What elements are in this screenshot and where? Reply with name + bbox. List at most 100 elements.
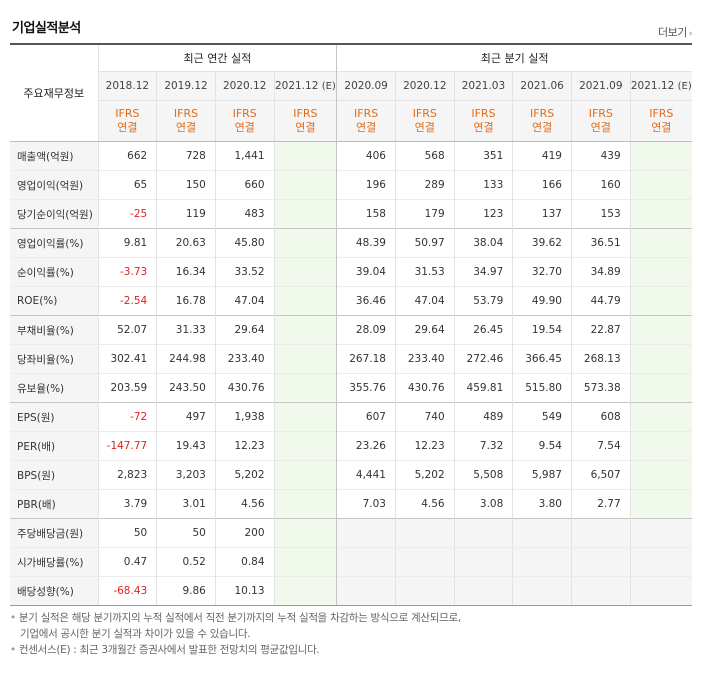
table-cell: 23.26 xyxy=(336,431,396,461)
table-cell xyxy=(273,228,337,258)
table-cell: 39.62 xyxy=(512,228,572,258)
table-cell: 4.56 xyxy=(394,489,455,519)
estimate-mark: (E) xyxy=(677,81,692,92)
table-cell: 608 xyxy=(570,402,631,432)
table-cell xyxy=(273,518,337,548)
table-row: EPS(원) -72 497 1,938 607 740 489 549 608 xyxy=(10,402,692,432)
table-cell xyxy=(394,547,455,577)
row-label: 배당성향(%) xyxy=(10,576,99,606)
table-cell: 459.81 xyxy=(453,373,513,403)
table-cell xyxy=(336,518,396,548)
table-cell xyxy=(512,518,572,548)
ifrs-header: IFRS 연결 xyxy=(512,100,572,142)
table-cell: 7.54 xyxy=(570,431,631,461)
table-cell: 3.80 xyxy=(512,489,572,519)
table-cell xyxy=(273,315,337,345)
ifrs-header: IFRS 연결 xyxy=(570,100,631,142)
table-cell: 351 xyxy=(453,141,513,171)
table-cell: 568 xyxy=(394,141,455,171)
table-cell xyxy=(629,547,692,577)
table-cell: -3.73 xyxy=(97,257,157,287)
table-cell: 19.54 xyxy=(512,315,572,345)
period-header: 2018.12 xyxy=(97,71,157,101)
table-cell: 0.84 xyxy=(214,547,275,577)
table-cell: 160 xyxy=(570,170,631,200)
more-link[interactable]: 더보기 › xyxy=(658,24,693,40)
row-label: 영업이익(억원) xyxy=(10,170,99,200)
table-cell: 3.79 xyxy=(97,489,157,519)
table-cell: 272.46 xyxy=(453,344,513,374)
table-cell: 158 xyxy=(336,199,396,229)
table-cell xyxy=(273,170,337,200)
table-cell: 28.09 xyxy=(336,315,396,345)
table-cell xyxy=(629,344,692,374)
table-cell: 6,507 xyxy=(570,460,631,490)
table-cell: 233.40 xyxy=(214,344,275,374)
row-label: PBR(배) xyxy=(10,489,99,519)
table-cell xyxy=(273,344,337,374)
table-cell xyxy=(273,257,337,287)
table-cell: 1,441 xyxy=(214,141,275,171)
table-cell: 5,202 xyxy=(214,460,275,490)
footnote-1-cont: 기업에서 공시한 분기 실적과 차이가 있을 수 있습니다. xyxy=(20,628,251,640)
table-cell xyxy=(629,286,692,316)
table-cell: 2.77 xyxy=(570,489,631,519)
table-cell: 355.76 xyxy=(336,373,396,403)
table-cell xyxy=(273,199,337,229)
annual-group-header: 최근 연간 실적 xyxy=(97,43,337,72)
table-cell: 196 xyxy=(336,170,396,200)
table-cell: -25 xyxy=(97,199,157,229)
table-cell xyxy=(273,286,337,316)
table-cell: 728 xyxy=(156,141,216,171)
table-row: 주당배당금(원) 50 50 200 xyxy=(10,518,692,548)
table-cell: 179 xyxy=(394,199,455,229)
table-cell: 515.80 xyxy=(512,373,572,403)
table-row: 배당성향(%) -68.43 9.86 10.13 xyxy=(10,576,692,606)
period-header: 2021.09 xyxy=(570,71,631,101)
table-cell: 0.52 xyxy=(156,547,216,577)
table-cell xyxy=(394,576,455,606)
table-cell: 33.52 xyxy=(214,257,275,287)
table-cell: 16.78 xyxy=(156,286,216,316)
period-header: 2021.12 (E) xyxy=(629,71,692,101)
table-cell xyxy=(453,518,513,548)
table-cell: 203.59 xyxy=(97,373,157,403)
table-cell: 166 xyxy=(512,170,572,200)
table-cell: -147.77 xyxy=(97,431,157,461)
row-label: ROE(%) xyxy=(10,286,99,316)
row-label: 순이익률(%) xyxy=(10,257,99,287)
table-cell: 48.39 xyxy=(336,228,396,258)
period-header: 2021.12 (E) xyxy=(273,71,337,101)
table-row: 순이익률(%) -3.73 16.34 33.52 39.04 31.53 34.97 32.… xyxy=(10,257,692,287)
table-cell: 244.98 xyxy=(156,344,216,374)
table-row: ROE(%) -2.54 16.78 47.04 36.46 47.04 53.79 49.9… xyxy=(10,286,692,316)
quarter-group-header: 최근 분기 실적 xyxy=(336,43,692,72)
table-cell xyxy=(453,547,513,577)
table-row: PER(배) -147.77 19.43 12.23 23.26 12.23 7.32 9.5… xyxy=(10,431,692,461)
table-cell: -68.43 xyxy=(97,576,157,606)
table-cell: 9.81 xyxy=(97,228,157,258)
table-cell: 2,823 xyxy=(97,460,157,490)
table-cell xyxy=(273,402,337,432)
table-cell xyxy=(273,489,337,519)
section-title: 기업실적분석 xyxy=(12,21,81,36)
table-cell: 3,203 xyxy=(156,460,216,490)
table-cell: 5,202 xyxy=(394,460,455,490)
table-cell: 3.08 xyxy=(453,489,513,519)
table-cell: 740 xyxy=(394,402,455,432)
more-link-label: 더보기 xyxy=(658,26,687,39)
table-cell xyxy=(629,199,692,229)
table-cell xyxy=(336,547,396,577)
table-cell xyxy=(273,576,337,606)
row-label: 부채비율(%) xyxy=(10,315,99,345)
row-label: PER(배) xyxy=(10,431,99,461)
table-cell: 483 xyxy=(214,199,275,229)
table-cell xyxy=(273,373,337,403)
table-cell xyxy=(570,576,631,606)
table-cell xyxy=(629,402,692,432)
table-cell xyxy=(570,518,631,548)
row-label: 당좌비율(%) xyxy=(10,344,99,374)
table-cell: -72 xyxy=(97,402,157,432)
table-cell: 31.33 xyxy=(156,315,216,345)
row-label: 당기순이익(억원) xyxy=(10,199,99,229)
